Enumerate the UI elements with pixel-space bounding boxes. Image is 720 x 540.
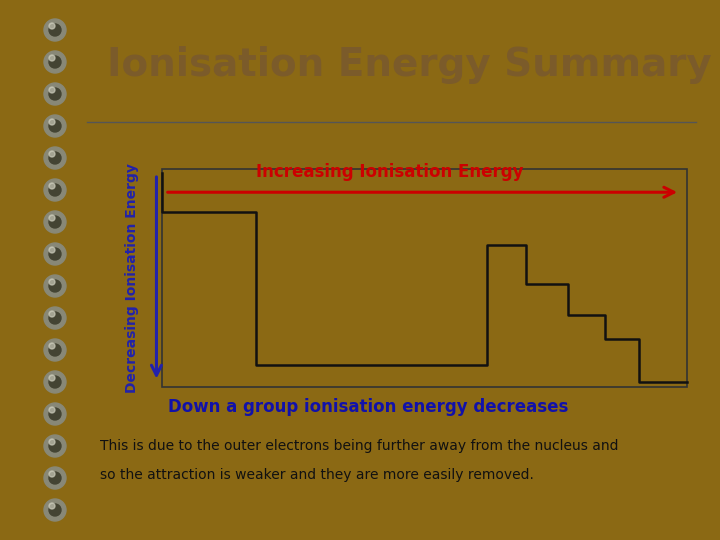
Circle shape [44,371,66,393]
Text: Ionisation Energy Summary: Ionisation Energy Summary [107,46,711,84]
Circle shape [49,408,61,420]
Circle shape [49,407,55,413]
Text: Down a group ionisation energy decreases: Down a group ionisation energy decreases [168,399,569,416]
Circle shape [44,467,66,489]
Text: Increasing Ionisation Energy: Increasing Ionisation Energy [256,163,524,181]
Circle shape [44,115,66,137]
Circle shape [49,247,55,253]
Circle shape [49,55,55,61]
Circle shape [49,279,55,285]
Circle shape [49,184,61,196]
Circle shape [49,23,55,29]
Circle shape [49,376,61,388]
Circle shape [49,440,61,452]
Circle shape [49,119,55,125]
Circle shape [44,147,66,169]
Circle shape [49,504,61,516]
Circle shape [44,339,66,361]
Circle shape [49,88,61,100]
Circle shape [44,307,66,329]
Circle shape [49,215,55,221]
Circle shape [49,472,61,484]
Circle shape [49,248,61,260]
Circle shape [44,435,66,457]
Bar [161,169,687,387]
Circle shape [44,499,66,521]
Circle shape [49,151,55,157]
Circle shape [49,120,61,132]
Circle shape [44,403,66,425]
Circle shape [49,152,61,164]
Circle shape [49,344,61,356]
Circle shape [49,216,61,228]
Text: Decreasing Ionisation Energy: Decreasing Ionisation Energy [125,163,139,393]
Circle shape [44,51,66,73]
Circle shape [49,343,55,349]
Circle shape [49,183,55,189]
Circle shape [49,56,61,68]
Circle shape [49,503,55,509]
Circle shape [49,280,61,292]
Circle shape [49,375,55,381]
Circle shape [49,471,55,477]
Circle shape [44,211,66,233]
Circle shape [44,83,66,105]
Circle shape [49,311,55,317]
Circle shape [49,312,61,324]
Text: so the attraction is weaker and they are more easily removed.: so the attraction is weaker and they are… [100,468,534,482]
Circle shape [44,179,66,201]
Circle shape [49,439,55,445]
Text: This is due to the outer electrons being further away from the nucleus and: This is due to the outer electrons being… [100,439,618,453]
Circle shape [49,87,55,93]
Circle shape [44,243,66,265]
Circle shape [44,19,66,41]
Circle shape [49,24,61,36]
Circle shape [44,275,66,297]
